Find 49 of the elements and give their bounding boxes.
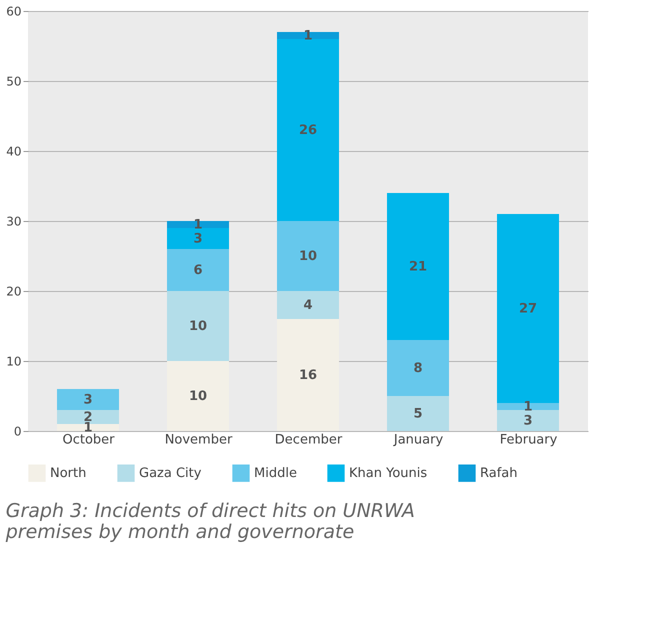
data-label: 26 — [298, 123, 318, 138]
data-label: 3 — [523, 414, 533, 428]
y-tick-label: 50 — [6, 74, 22, 88]
bar — [277, 221, 339, 291]
data-label: 1 — [523, 400, 533, 414]
legend-label: Khan Younis — [349, 466, 428, 482]
bar — [277, 32, 339, 39]
data-label: 8 — [413, 361, 423, 376]
x-tick-label: February — [500, 432, 558, 448]
bar — [497, 214, 559, 403]
x-tick-label: January — [392, 432, 444, 448]
bar — [497, 410, 559, 431]
bar — [277, 291, 339, 319]
y-tick-label: 10 — [6, 354, 22, 368]
x-tick-label: October — [62, 432, 116, 448]
legend-label: Rafah — [480, 466, 518, 482]
data-label: 27 — [518, 302, 538, 316]
bar — [387, 396, 449, 431]
x-tick-label: November — [164, 432, 233, 448]
data-label: 3 — [193, 232, 203, 246]
data-label: 1 — [193, 218, 203, 232]
y-tick-label: 20 — [6, 284, 22, 298]
text: Graph 3: Incidents of direct hits on UNRWA premises by month and governorate — [4, 500, 415, 543]
bar — [387, 193, 449, 340]
legend-label: Gaza City — [139, 466, 202, 482]
data-label: 4 — [303, 298, 313, 313]
bar — [167, 221, 229, 228]
bar — [167, 249, 229, 291]
y-tick-label: 0 — [14, 424, 22, 438]
x-tick-label: December — [274, 432, 343, 448]
data-label: 5 — [413, 406, 423, 422]
data-label: 6 — [193, 263, 203, 278]
bar — [167, 228, 229, 249]
data-label: 10 — [188, 319, 208, 334]
legend-label: Middle — [254, 466, 297, 482]
bar — [57, 389, 119, 410]
bar — [277, 39, 339, 221]
data-label: 10 — [298, 249, 318, 264]
bar — [387, 340, 449, 396]
data-label: 1 — [303, 28, 313, 44]
bar — [497, 403, 559, 410]
y-tick-label: 30 — [6, 214, 22, 228]
data-label: 10 — [188, 389, 208, 404]
data-label: 3 — [83, 392, 93, 408]
data-label: 16 — [298, 368, 318, 383]
legend-label: North — [50, 466, 86, 482]
y-tick-label: 60 — [6, 4, 22, 18]
data-label: 21 — [408, 260, 428, 274]
y-tick-label: 40 — [6, 144, 22, 158]
